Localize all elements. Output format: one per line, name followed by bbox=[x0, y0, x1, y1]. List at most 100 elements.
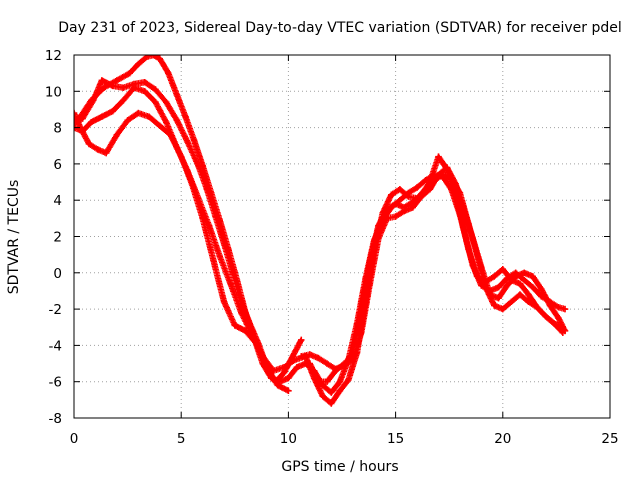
data-point bbox=[113, 131, 121, 139]
data-point bbox=[542, 313, 549, 320]
x-tick-label: 10 bbox=[280, 431, 297, 447]
data-point bbox=[227, 280, 234, 287]
data-point bbox=[469, 235, 476, 242]
data-point bbox=[336, 387, 344, 394]
data-point bbox=[336, 378, 344, 385]
data-point bbox=[124, 117, 131, 124]
data-point bbox=[109, 108, 116, 115]
data-point bbox=[396, 197, 404, 204]
data-point bbox=[315, 354, 322, 362]
data-point bbox=[87, 118, 95, 126]
y-tick-label: 10 bbox=[45, 84, 62, 100]
data-point bbox=[478, 264, 485, 271]
data-point bbox=[152, 86, 159, 93]
data-point bbox=[238, 309, 245, 316]
grid-layer bbox=[74, 55, 610, 418]
data-point bbox=[525, 298, 532, 306]
data-point bbox=[533, 304, 541, 311]
data-point bbox=[538, 285, 545, 293]
data-point bbox=[491, 273, 498, 280]
data-point bbox=[90, 97, 97, 104]
data-point bbox=[195, 162, 202, 169]
data-point bbox=[74, 120, 78, 128]
data-point bbox=[285, 374, 292, 382]
data-point bbox=[190, 137, 198, 144]
y-tick-label: 12 bbox=[45, 48, 62, 64]
data-point bbox=[263, 365, 271, 373]
data-point bbox=[253, 340, 260, 347]
data-point bbox=[366, 280, 374, 287]
y-axis-title: SDTVAR / TECUs bbox=[6, 180, 22, 295]
data-point bbox=[229, 269, 236, 276]
data-point bbox=[306, 351, 314, 358]
data-point bbox=[113, 77, 121, 84]
y-tick-label: -8 bbox=[49, 411, 62, 427]
data-point bbox=[126, 69, 133, 77]
chart-title: Day 231 of 2023, Sidereal Day-to-day VTE… bbox=[58, 20, 622, 36]
data-point bbox=[156, 122, 163, 129]
data-point bbox=[400, 207, 408, 215]
data-point bbox=[516, 280, 524, 287]
data-point bbox=[270, 367, 277, 375]
data-point bbox=[375, 235, 382, 242]
data-point bbox=[98, 77, 106, 84]
data-point bbox=[486, 291, 494, 298]
data-point bbox=[94, 146, 101, 153]
data-point bbox=[435, 171, 442, 178]
data-point bbox=[199, 215, 206, 222]
data-point bbox=[182, 113, 189, 120]
data-point bbox=[555, 304, 562, 311]
x-tick-label: 25 bbox=[601, 431, 618, 447]
data-point bbox=[220, 240, 228, 247]
series-marks bbox=[306, 164, 569, 385]
data-point bbox=[184, 138, 191, 146]
data-point bbox=[242, 327, 249, 335]
data-point bbox=[274, 382, 281, 389]
data-point bbox=[173, 91, 181, 99]
data-point bbox=[152, 98, 159, 106]
x-tick-label: 15 bbox=[387, 431, 404, 447]
ticks-layer: 0 5 10 15 20 25 -8 -6 -4 -2 0 2 4 6 8 10 12 bbox=[45, 48, 619, 447]
x-tick-label: 20 bbox=[494, 431, 511, 447]
data-point bbox=[165, 69, 172, 77]
data-point bbox=[521, 276, 528, 284]
data-point bbox=[332, 367, 339, 375]
data-point bbox=[418, 193, 425, 200]
data-point bbox=[141, 79, 148, 86]
data-point bbox=[315, 378, 322, 385]
data-point bbox=[345, 376, 352, 384]
y-tick-label: 0 bbox=[53, 266, 62, 282]
y-tick-label: 8 bbox=[53, 121, 62, 137]
data-point bbox=[162, 98, 170, 106]
data-point bbox=[555, 314, 562, 322]
data-point bbox=[120, 84, 127, 91]
data-point bbox=[145, 113, 153, 120]
data-point bbox=[551, 320, 558, 327]
data-point bbox=[293, 363, 301, 371]
data-point bbox=[130, 84, 138, 91]
data-point bbox=[141, 88, 148, 95]
data-point bbox=[349, 356, 356, 364]
data-point bbox=[156, 55, 163, 62]
data-point bbox=[188, 180, 196, 188]
data-point bbox=[212, 213, 219, 220]
data-point bbox=[120, 97, 127, 104]
data-point bbox=[74, 109, 78, 117]
data-point bbox=[561, 327, 569, 335]
data-point bbox=[546, 302, 554, 309]
y-tick-label: -2 bbox=[49, 302, 62, 318]
data-point bbox=[435, 153, 442, 160]
data-point bbox=[85, 140, 93, 148]
y-tick-label: -4 bbox=[49, 338, 62, 354]
x-tick-label: 5 bbox=[177, 431, 186, 447]
data-point bbox=[413, 184, 421, 191]
data-point bbox=[508, 298, 515, 306]
data-point bbox=[135, 109, 142, 117]
data-point bbox=[461, 227, 468, 235]
data-point bbox=[379, 209, 386, 217]
data-point bbox=[499, 265, 506, 273]
data-point bbox=[298, 336, 305, 344]
x-axis-title: GPS time / hours bbox=[281, 459, 398, 475]
